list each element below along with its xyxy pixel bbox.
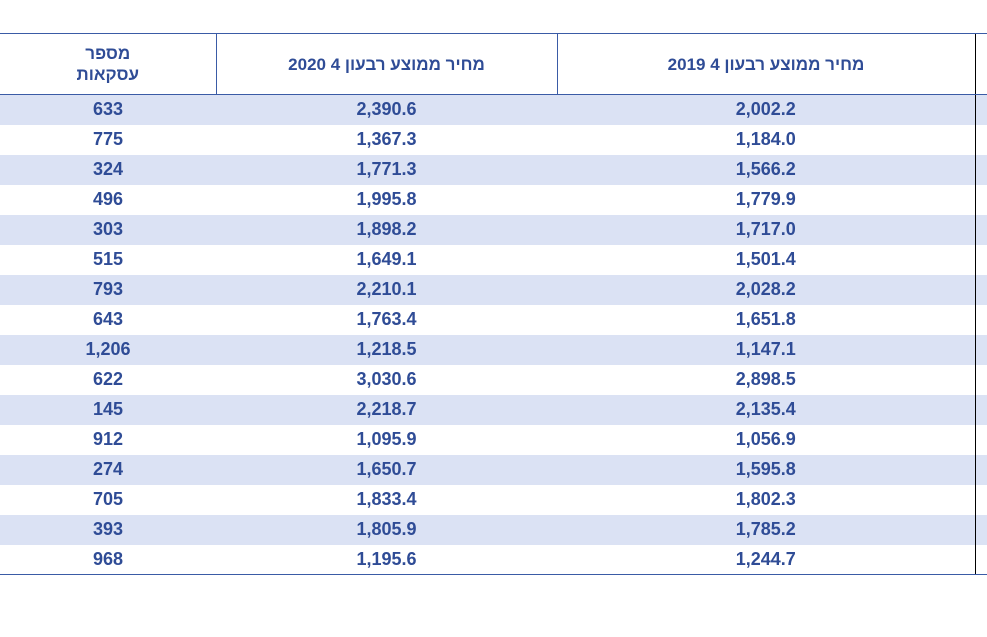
header-cut-off-column <box>974 33 987 95</box>
header-2019-label: מחיר ממוצע רבעון 4 2019 <box>667 54 865 74</box>
cell-avg-price-2020: 1,771.3 <box>216 154 557 185</box>
table-row: 393 1,805.9 1,785.2 <box>0 514 987 545</box>
table-header-row: מספר עסקאות מחיר ממוצע רבעון 4 2020 מחיר… <box>0 33 987 95</box>
cell-cut-off-column <box>974 154 987 185</box>
cell-avg-price-2019: 1,056.9 <box>557 424 975 455</box>
cell-transaction-count: 633 <box>0 94 216 125</box>
cell-cut-off-column <box>974 274 987 305</box>
cell-avg-price-2020: 1,650.7 <box>216 454 557 485</box>
cell-transaction-count: 775 <box>0 124 216 155</box>
cell-avg-price-2020: 2,390.6 <box>216 94 557 125</box>
cell-cut-off-column <box>974 484 987 515</box>
cell-avg-price-2019: 1,244.7 <box>557 544 975 575</box>
cell-transaction-count: 515 <box>0 244 216 275</box>
cell-cut-off-column <box>974 364 987 395</box>
header-transaction-count: מספר עסקאות <box>0 33 216 95</box>
cell-avg-price-2020: 1,218.5 <box>216 334 557 365</box>
table-row: 1,206 1,218.5 1,147.1 <box>0 334 987 365</box>
table-row: 793 2,210.1 2,028.2 <box>0 274 987 305</box>
cell-avg-price-2019: 1,717.0 <box>557 214 975 245</box>
table-row: 912 1,095.9 1,056.9 <box>0 424 987 455</box>
cell-transaction-count: 968 <box>0 544 216 575</box>
cell-avg-price-2020: 1,805.9 <box>216 514 557 545</box>
cell-transaction-count: 912 <box>0 424 216 455</box>
cell-transaction-count: 705 <box>0 484 216 515</box>
table-row: 496 1,995.8 1,779.9 <box>0 184 987 215</box>
table-row: 705 1,833.4 1,802.3 <box>0 484 987 515</box>
table-row: 303 1,898.2 1,717.0 <box>0 214 987 245</box>
cell-cut-off-column <box>974 244 987 275</box>
cell-transaction-count: 496 <box>0 184 216 215</box>
table-row: 775 1,367.3 1,184.0 <box>0 124 987 155</box>
cell-transaction-count: 622 <box>0 364 216 395</box>
cell-transaction-count: 1,206 <box>0 334 216 365</box>
cell-transaction-count: 303 <box>0 214 216 245</box>
cell-cut-off-column <box>974 214 987 245</box>
cell-avg-price-2019: 2,898.5 <box>557 364 975 395</box>
cell-avg-price-2020: 2,210.1 <box>216 274 557 305</box>
cell-cut-off-column <box>974 94 987 125</box>
cell-avg-price-2020: 2,218.7 <box>216 394 557 425</box>
cell-avg-price-2019: 1,184.0 <box>557 124 975 155</box>
cell-avg-price-2019: 2,135.4 <box>557 394 975 425</box>
cell-avg-price-2019: 2,002.2 <box>557 94 975 125</box>
cell-cut-off-column <box>974 334 987 365</box>
cell-avg-price-2019: 1,501.4 <box>557 244 975 275</box>
cell-avg-price-2019: 1,595.8 <box>557 454 975 485</box>
header-count-line2: עסקאות <box>76 65 139 84</box>
cell-cut-off-column <box>974 304 987 335</box>
cell-avg-price-2019: 1,566.2 <box>557 154 975 185</box>
cell-avg-price-2020: 1,095.9 <box>216 424 557 455</box>
price-table-container: מספר עסקאות מחיר ממוצע רבעון 4 2020 מחיר… <box>0 33 987 575</box>
cell-transaction-count: 793 <box>0 274 216 305</box>
cell-transaction-count: 324 <box>0 154 216 185</box>
cell-transaction-count: 274 <box>0 454 216 485</box>
cell-transaction-count: 643 <box>0 304 216 335</box>
table-row: 633 2,390.6 2,002.2 <box>0 94 987 125</box>
table-row: 643 1,763.4 1,651.8 <box>0 304 987 335</box>
cell-avg-price-2020: 1,898.2 <box>216 214 557 245</box>
header-count-line1: מספר <box>85 44 131 63</box>
header-avg-price-q4-2020: מחיר ממוצע רבעון 4 2020 <box>215 33 557 95</box>
cell-transaction-count: 145 <box>0 394 216 425</box>
cell-cut-off-column <box>974 454 987 485</box>
table-row: 145 2,218.7 2,135.4 <box>0 394 987 425</box>
cell-avg-price-2019: 1,802.3 <box>557 484 975 515</box>
cell-avg-price-2019: 2,028.2 <box>557 274 975 305</box>
cell-cut-off-column <box>974 184 987 215</box>
cell-avg-price-2019: 1,651.8 <box>557 304 975 335</box>
cell-avg-price-2020: 1,763.4 <box>216 304 557 335</box>
cell-avg-price-2020: 1,367.3 <box>216 124 557 155</box>
table-row: 274 1,650.7 1,595.8 <box>0 454 987 485</box>
cell-cut-off-column <box>974 514 987 545</box>
cell-cut-off-column <box>974 544 987 575</box>
table-row: 622 3,030.6 2,898.5 <box>0 364 987 395</box>
cell-avg-price-2020: 1,833.4 <box>216 484 557 515</box>
cell-avg-price-2019: 1,785.2 <box>557 514 975 545</box>
cell-avg-price-2019: 1,147.1 <box>557 334 975 365</box>
cell-avg-price-2020: 1,649.1 <box>216 244 557 275</box>
cell-avg-price-2020: 1,195.6 <box>216 544 557 575</box>
cell-transaction-count: 393 <box>0 514 216 545</box>
table-row: 515 1,649.1 1,501.4 <box>0 244 987 275</box>
table-body: 633 2,390.6 2,002.2 775 1,367.3 1,184.0 324 1,7… <box>0 94 987 575</box>
table-row: 968 1,195.6 1,244.7 <box>0 544 987 575</box>
price-table: מספר עסקאות מחיר ממוצע רבעון 4 2020 מחיר… <box>0 33 987 575</box>
cell-cut-off-column <box>974 124 987 155</box>
table-row: 324 1,771.3 1,566.2 <box>0 154 987 185</box>
cell-avg-price-2020: 1,995.8 <box>216 184 557 215</box>
header-avg-price-q4-2019: מחיר ממוצע רבעון 4 2019 <box>556 33 975 95</box>
header-2020-label: מחיר ממוצע רבעון 4 2020 <box>288 54 485 74</box>
cell-avg-price-2020: 3,030.6 <box>216 364 557 395</box>
cell-avg-price-2019: 1,779.9 <box>557 184 975 215</box>
cell-cut-off-column <box>974 394 987 425</box>
cell-cut-off-column <box>974 424 987 455</box>
